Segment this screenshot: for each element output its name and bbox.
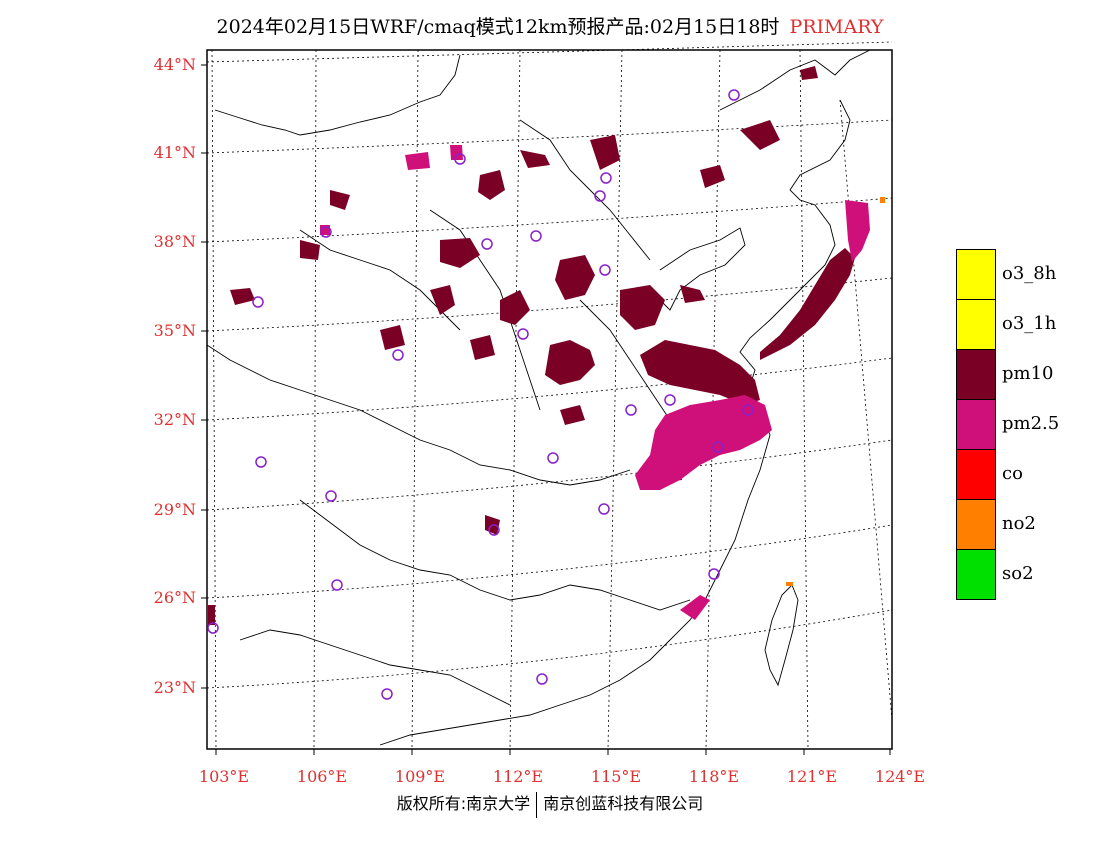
lon-label-106: 106°E bbox=[297, 767, 347, 786]
title-tag: PRIMARY bbox=[789, 16, 884, 38]
legend-swatch bbox=[956, 449, 996, 500]
lat-label-44: 44°N bbox=[154, 55, 196, 74]
legend-label: no2 bbox=[1002, 513, 1036, 534]
lat-label-38: 38°N bbox=[154, 232, 196, 251]
lat-label-35: 35°N bbox=[154, 321, 196, 340]
copyright-separator bbox=[536, 791, 538, 818]
legend-label: o3_1h bbox=[1002, 313, 1057, 334]
no2-field bbox=[786, 197, 885, 586]
lat-label-32: 32°N bbox=[154, 410, 196, 429]
pm10-field bbox=[208, 66, 855, 625]
legend-swatch bbox=[956, 249, 996, 300]
legend-label: so2 bbox=[1002, 563, 1034, 584]
map-title: 2024年02月15日WRF/cmaq模式12km预报产品:02月15日18时 P… bbox=[0, 12, 1100, 39]
legend-item-so2: so2 bbox=[956, 549, 1096, 600]
copyright-right: 南京创蓝科技有限公司 bbox=[543, 794, 704, 813]
legend-item-pm10: pm10 bbox=[956, 349, 1096, 400]
lat-label-23: 23°N bbox=[154, 678, 196, 697]
copyright-footer: 版权所有:南京大学 南京创蓝科技有限公司 bbox=[0, 790, 1100, 818]
legend-swatch bbox=[956, 549, 996, 600]
station-markers bbox=[207, 89, 754, 700]
legend-label: co bbox=[1002, 463, 1023, 484]
legend-item-co: co bbox=[956, 449, 1096, 500]
tick-marks bbox=[201, 64, 891, 755]
legend: o3_8h o3_1h pm10 pm2.5 co no2 so2 bbox=[956, 249, 1096, 600]
lon-label-109: 109°E bbox=[395, 767, 445, 786]
lon-label-118: 118°E bbox=[689, 767, 739, 786]
legend-item-no2: no2 bbox=[956, 499, 1096, 550]
legend-label: pm10 bbox=[1002, 363, 1054, 384]
legend-swatch bbox=[956, 349, 996, 400]
lon-label-121: 121°E bbox=[787, 767, 837, 786]
legend-swatch bbox=[956, 399, 996, 450]
legend-item-o3-8h: o3_8h bbox=[956, 249, 1096, 300]
lon-label-112: 112°E bbox=[493, 767, 543, 786]
legend-label: pm2.5 bbox=[1002, 413, 1060, 434]
lon-label-115: 115°E bbox=[591, 767, 641, 786]
legend-item-o3-1h: o3_1h bbox=[956, 299, 1096, 350]
legend-swatch bbox=[956, 299, 996, 350]
legend-label: o3_8h bbox=[1002, 263, 1057, 284]
lat-label-29: 29°N bbox=[154, 500, 196, 519]
lon-label-103: 103°E bbox=[199, 767, 249, 786]
lat-label-41: 41°N bbox=[154, 143, 196, 162]
legend-swatch bbox=[956, 499, 996, 550]
title-main: 2024年02月15日WRF/cmaq模式12km预报产品:02月15日18时 bbox=[216, 16, 780, 38]
legend-item-pm25: pm2.5 bbox=[956, 399, 1096, 450]
lon-label-124: 124°E bbox=[875, 767, 925, 786]
pm25-field bbox=[320, 145, 870, 620]
lat-label-26: 26°N bbox=[154, 588, 196, 607]
copyright-left: 版权所有:南京大学 bbox=[396, 794, 531, 813]
map-frame bbox=[206, 49, 893, 750]
